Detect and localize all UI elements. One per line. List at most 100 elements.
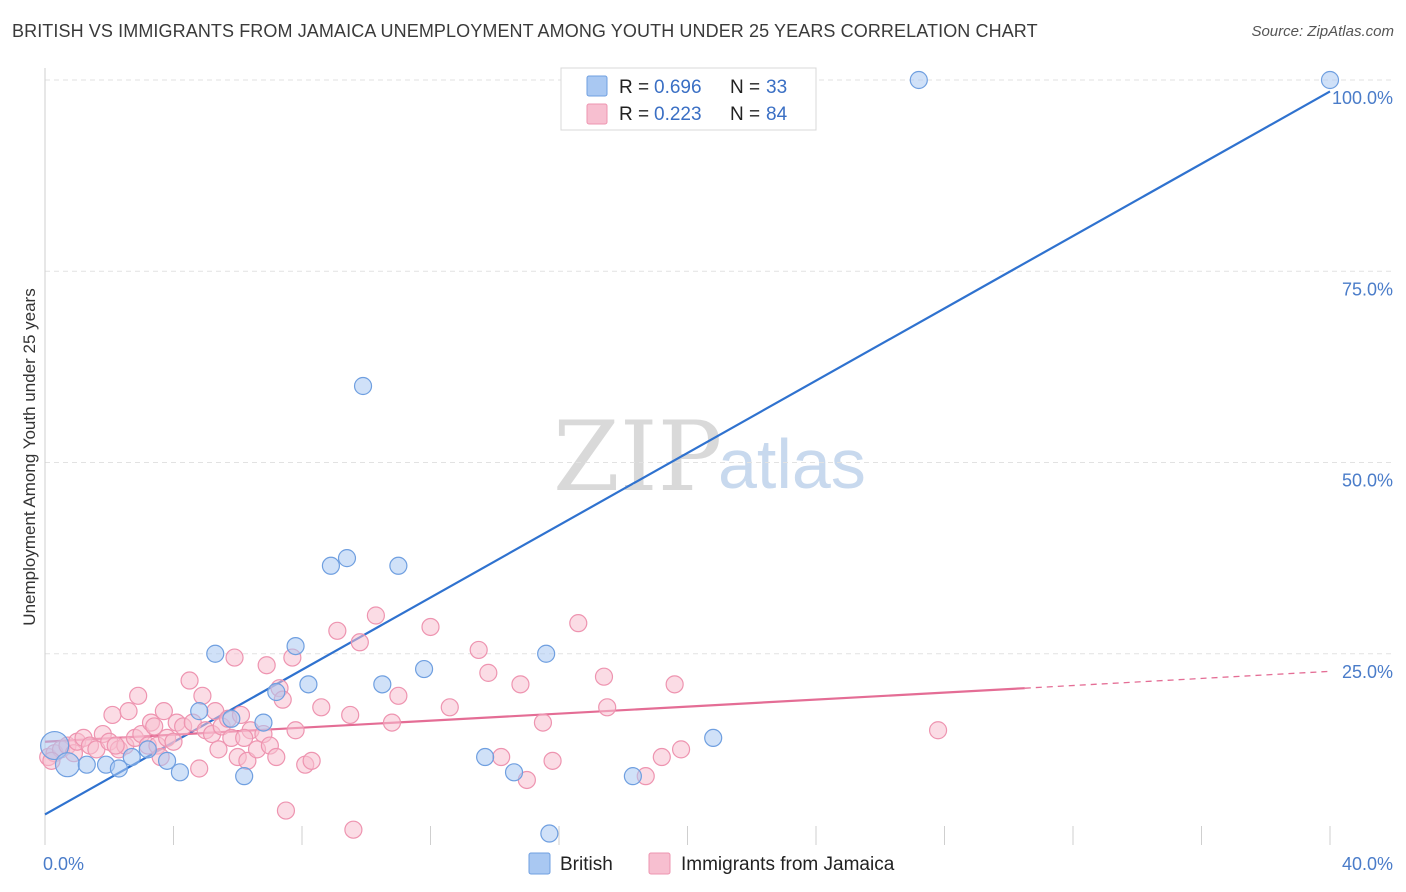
jamaica-point bbox=[225, 648, 244, 667]
bottom-legend-swatch-jamaica bbox=[648, 852, 671, 875]
jamaica-point bbox=[302, 751, 321, 770]
legend-n-value-british: 33 bbox=[766, 77, 787, 98]
british-point bbox=[337, 549, 357, 568]
trend-layer bbox=[44, 90, 1331, 816]
british-point bbox=[540, 824, 559, 843]
jamaica-trend-extension bbox=[1024, 670, 1331, 689]
jamaica-point bbox=[328, 621, 347, 640]
jamaica-point bbox=[389, 686, 408, 705]
axis-layer: 25.0% 50.0% 75.0% 100.0% 0.0% 40.0% bbox=[43, 68, 1393, 874]
british-point bbox=[170, 763, 190, 782]
y-tick-label: 75.0% bbox=[1342, 279, 1393, 299]
legend-n-value-jamaica: 84 bbox=[766, 104, 788, 125]
legend-n-label-jamaica: N = bbox=[730, 104, 760, 125]
jamaica-point bbox=[479, 663, 498, 682]
jamaica-point bbox=[180, 671, 199, 690]
jamaica-point bbox=[652, 747, 671, 767]
british-point bbox=[157, 751, 177, 770]
x-tick-label: 0.0% bbox=[43, 854, 84, 874]
jamaica-point bbox=[119, 702, 138, 721]
jamaica-point bbox=[440, 698, 459, 717]
jamaica-point bbox=[154, 702, 173, 721]
british-point bbox=[122, 747, 141, 767]
y-tick-label: 25.0% bbox=[1342, 662, 1393, 682]
jamaica-point bbox=[267, 747, 286, 767]
jamaica-point bbox=[190, 759, 209, 778]
british-point bbox=[299, 675, 318, 694]
legend-n-label-british: N = bbox=[730, 77, 760, 98]
british-point bbox=[623, 767, 642, 786]
y-tick-label: 50.0% bbox=[1342, 471, 1393, 491]
jamaica-point bbox=[344, 820, 363, 839]
jamaica-point bbox=[164, 732, 183, 751]
jamaica-point bbox=[286, 721, 305, 740]
jamaica-point bbox=[341, 705, 360, 725]
points-layer bbox=[39, 70, 1340, 843]
jamaica-point bbox=[928, 721, 948, 740]
jamaica-point bbox=[103, 705, 122, 725]
british-point bbox=[537, 644, 556, 663]
british-point bbox=[1320, 70, 1340, 90]
legend-swatch-british bbox=[586, 75, 608, 97]
british-point bbox=[373, 675, 392, 694]
legend-r-label-british: R = bbox=[619, 77, 649, 98]
legend-r-value-british: 0.696 bbox=[654, 77, 702, 98]
bottom-legend-british: British bbox=[560, 854, 613, 875]
grid-layer bbox=[45, 79, 1392, 655]
jamaica-point bbox=[257, 656, 276, 675]
jamaica-point bbox=[366, 606, 385, 625]
british-point bbox=[321, 556, 341, 575]
british-point bbox=[138, 740, 157, 759]
british-point bbox=[414, 659, 434, 679]
legend-r-label-jamaica: R = bbox=[619, 104, 649, 125]
jamaica-point bbox=[235, 728, 254, 748]
british-point bbox=[504, 763, 524, 782]
jamaica-point bbox=[145, 717, 164, 736]
bottom-legend-swatch-british bbox=[528, 852, 551, 875]
jamaica-point bbox=[312, 698, 331, 717]
british-point bbox=[254, 713, 273, 732]
jamaica-point bbox=[533, 713, 553, 732]
jamaica-point bbox=[665, 675, 684, 694]
watermark-atlas: atlas bbox=[718, 425, 866, 503]
jamaica-point bbox=[511, 675, 530, 694]
british-point bbox=[909, 70, 928, 90]
british-point bbox=[389, 556, 408, 575]
british-point bbox=[206, 644, 225, 663]
chart-source: Source: ZipAtlas.com bbox=[1251, 23, 1394, 40]
jamaica-point bbox=[421, 617, 440, 637]
jamaica-point bbox=[276, 801, 296, 820]
jamaica-point bbox=[382, 713, 402, 732]
british-point bbox=[109, 759, 128, 778]
legend-swatch-jamaica bbox=[586, 103, 608, 125]
british-point bbox=[476, 747, 495, 767]
y-axis-label: Unemployment Among Youth under 25 years bbox=[20, 288, 39, 625]
jamaica-point bbox=[543, 751, 562, 770]
british-point bbox=[77, 755, 96, 774]
legend-box: R = 0.696 N = 33 R = 0.223 N = 84 bbox=[560, 67, 817, 131]
british-point bbox=[353, 376, 373, 396]
british-point bbox=[190, 702, 209, 721]
y-tick-label: 100.0% bbox=[1332, 88, 1393, 108]
jamaica-point bbox=[598, 698, 617, 717]
legend-r-value-jamaica: 0.223 bbox=[654, 104, 702, 125]
watermark-zip: ZIP bbox=[553, 401, 722, 513]
british-point bbox=[54, 752, 81, 778]
jamaica-point bbox=[129, 686, 148, 705]
jamaica-point bbox=[106, 736, 125, 755]
british-point bbox=[235, 767, 254, 786]
jamaica-point bbox=[594, 667, 614, 686]
jamaica-point bbox=[671, 740, 691, 759]
jamaica-point bbox=[193, 686, 212, 705]
british-point bbox=[222, 709, 241, 728]
bottom-legend-jamaica: Immigrants from Jamaica bbox=[681, 854, 895, 875]
british-point bbox=[267, 682, 286, 702]
jamaica-point bbox=[209, 740, 228, 759]
bottom-legend: British Immigrants from Jamaica bbox=[528, 852, 895, 875]
jamaica-point bbox=[492, 747, 511, 767]
x-tick-label: 40.0% bbox=[1342, 854, 1393, 874]
jamaica-point bbox=[469, 640, 488, 660]
british-point bbox=[286, 636, 305, 656]
british-point bbox=[40, 730, 70, 761]
